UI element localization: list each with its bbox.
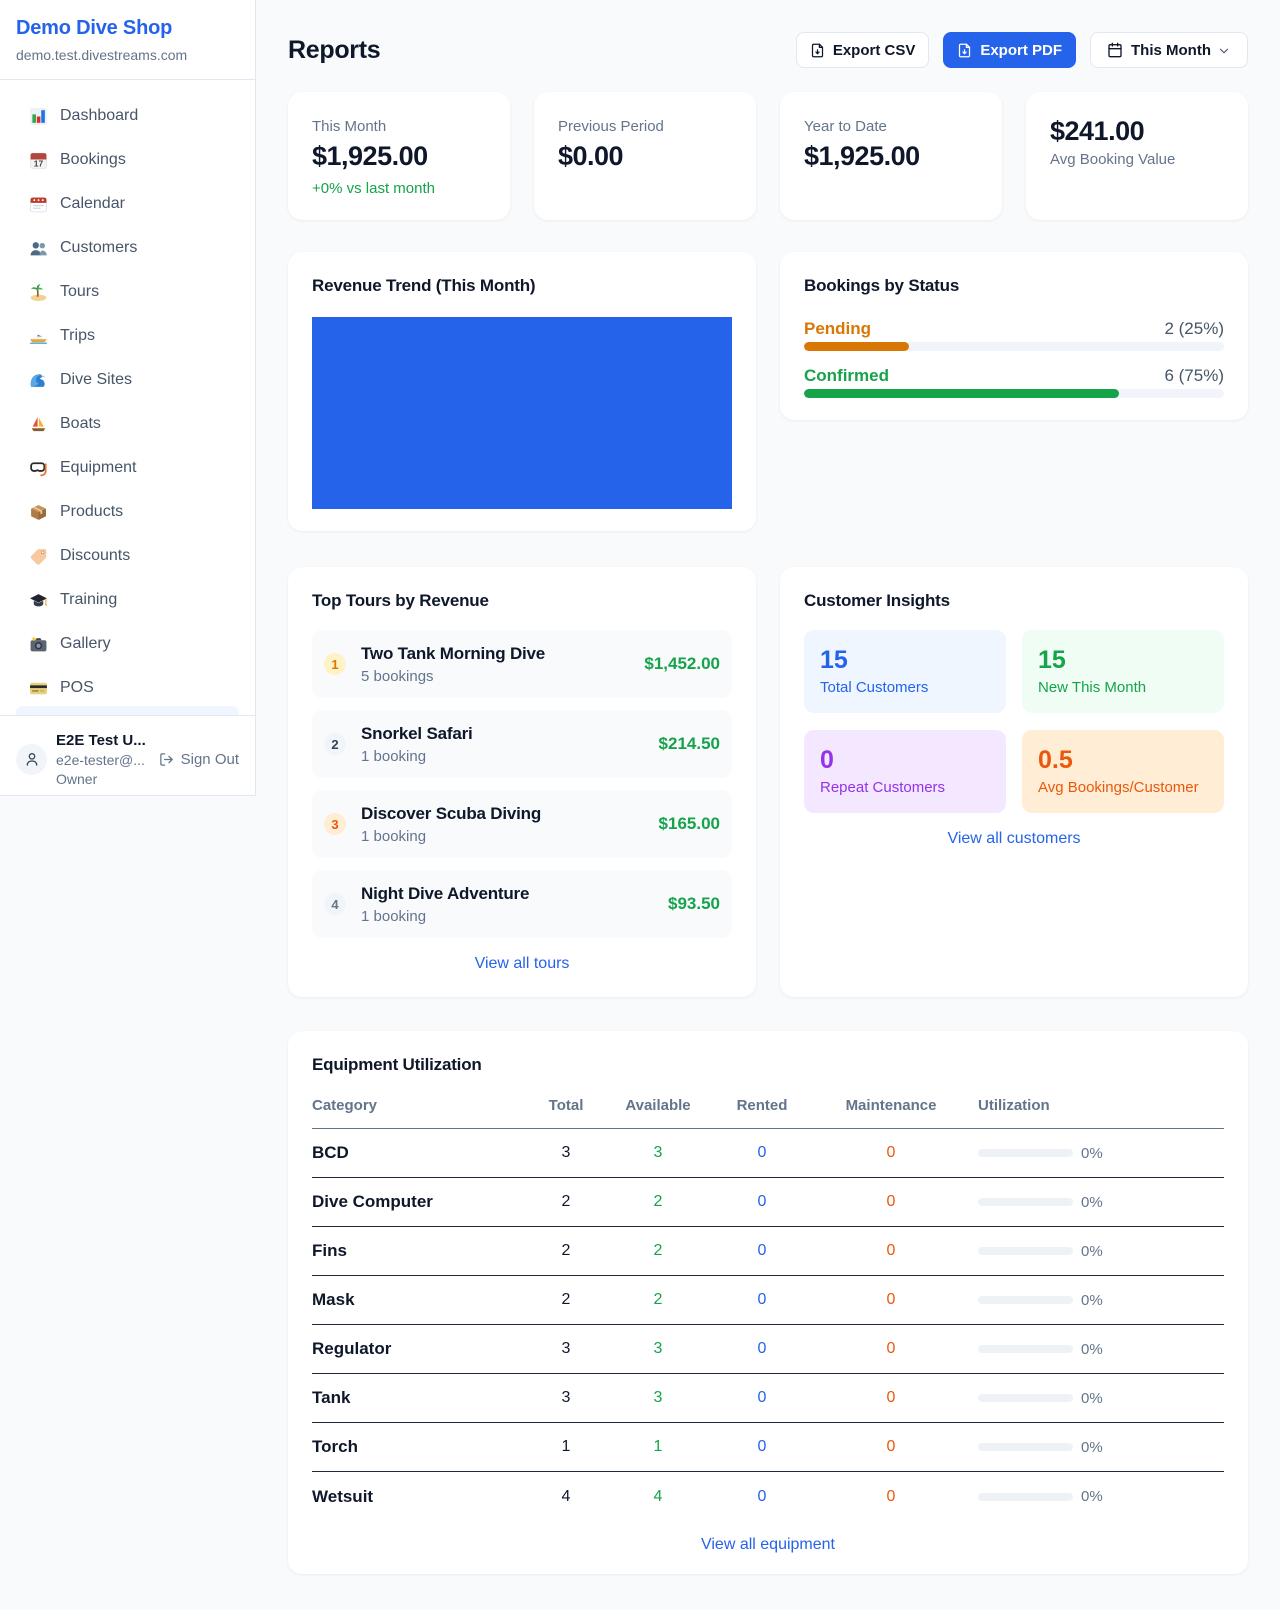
svg-text:17: 17 <box>34 158 44 168</box>
